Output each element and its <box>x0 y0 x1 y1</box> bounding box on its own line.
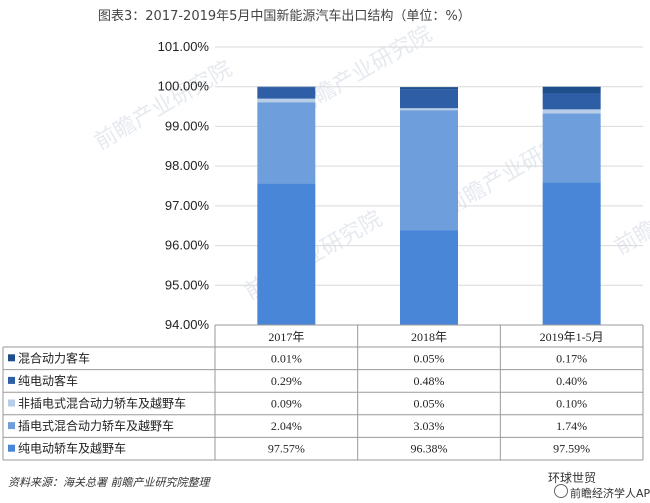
x-category-label: 2018年 <box>411 330 447 344</box>
legend-series-label: 纯电动客车 <box>18 373 78 388</box>
legend-series-label: 混合动力客车 <box>18 350 90 365</box>
x-category-label: 2019年1-5月 <box>540 330 604 344</box>
y-tick-label: 97.00% <box>165 198 210 213</box>
y-tick-label: 98.00% <box>165 158 210 173</box>
y-tick-label: 101.00% <box>158 39 210 54</box>
legend-series-label: 纯电动轿车及越野车 <box>18 441 126 456</box>
bar-segment <box>542 109 601 114</box>
data-label: 0.29% <box>271 374 302 388</box>
bar-segment <box>542 182 601 325</box>
data-label: 2.04% <box>271 419 302 433</box>
data-label: 96.38% <box>411 442 448 456</box>
data-label: 0.05% <box>414 351 445 365</box>
data-label: 0.17% <box>556 351 587 365</box>
bar-segment <box>542 93 601 110</box>
bars <box>257 86 601 325</box>
data-label: 3.03% <box>414 419 445 433</box>
page-title: 图表3：2017-2019年5月中国新能源汽车出口结构（单位：%） <box>98 9 471 24</box>
data-label: 0.01% <box>271 351 302 365</box>
bar-segment <box>400 87 458 90</box>
bar-segment <box>257 102 316 184</box>
bar-segment <box>400 89 458 109</box>
brand-overlay-text: 前瞻经济学人APP <box>570 487 650 500</box>
data-label: 1.74% <box>556 419 587 433</box>
logo-overlay-text: 环球世贸 <box>548 471 597 485</box>
x-category-label: 2017年 <box>268 330 304 344</box>
bar-segment <box>400 108 458 111</box>
data-label: 0.10% <box>556 397 587 411</box>
y-tick-label: 94.00% <box>165 317 210 332</box>
bar-segment <box>400 230 458 325</box>
data-label: 0.09% <box>271 397 302 411</box>
y-axis-ticks: 94.00% 95.00% 96.00% 97.00% 98.00% 99.00% 100.… <box>158 39 210 332</box>
legend-key-swatch <box>8 376 15 384</box>
data-label: 0.48% <box>414 374 445 388</box>
legend-key-swatch <box>8 399 15 407</box>
bar-segment <box>400 110 458 231</box>
legend-key-swatch <box>8 422 15 430</box>
bar-segment <box>257 98 316 103</box>
bar-segment <box>542 86 601 94</box>
source-note: 资料来源：海关总署 前瞻产业研究院整理 <box>8 476 210 489</box>
bar-segment <box>542 113 601 183</box>
legend-series-label: 非插电式混合动力轿车及越野车 <box>18 396 186 411</box>
legend-series-label: 插电式混合动力轿车及越野车 <box>18 418 174 433</box>
watermark-text: 前瞻产业研究院 <box>91 57 237 156</box>
brand-logo-icon <box>554 484 568 498</box>
y-tick-label: 96.00% <box>165 238 210 253</box>
bar-segment <box>257 183 316 325</box>
data-label: 97.59% <box>553 442 590 456</box>
y-tick-label: 100.00% <box>158 79 210 94</box>
y-tick-label: 99.00% <box>165 118 210 133</box>
legend-key-swatch <box>8 354 15 362</box>
y-tick-label: 95.00% <box>165 277 210 292</box>
bar-segment <box>257 87 316 99</box>
data-label: 97.57% <box>268 442 305 456</box>
legend-key-swatch <box>8 444 15 452</box>
data-label: 0.40% <box>556 374 587 388</box>
data-label: 0.05% <box>414 397 445 411</box>
